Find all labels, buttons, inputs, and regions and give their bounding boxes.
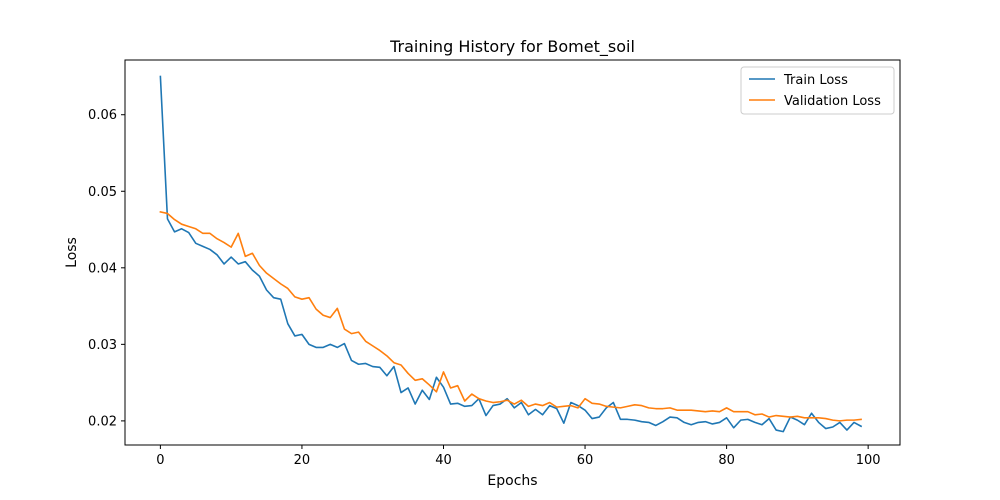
x-tick-label: 80 xyxy=(718,453,735,468)
legend-label-train-loss: Train Loss xyxy=(783,73,848,88)
y-axis-ticks: 0.02 0.03 0.04 0.05 0.06 xyxy=(88,108,125,429)
y-tick-label: 0.04 xyxy=(88,261,117,276)
x-tick-label: 40 xyxy=(435,453,452,468)
x-tick-label: 100 xyxy=(856,453,881,468)
y-tick-label: 0.03 xyxy=(88,338,117,353)
y-tick-label: 0.05 xyxy=(88,185,117,200)
chart-title: Training History for Bomet_soil xyxy=(389,37,635,57)
x-tick-label: 60 xyxy=(577,453,594,468)
x-tick-label: 20 xyxy=(294,453,311,468)
x-tick-label: 0 xyxy=(156,453,164,468)
y-tick-label: 0.02 xyxy=(88,414,117,429)
series-line-validation-loss xyxy=(159,210,862,422)
plot-area xyxy=(124,59,901,446)
legend-box xyxy=(740,66,895,115)
y-tick-label: 0.06 xyxy=(88,108,117,123)
x-axis-label: Epochs xyxy=(487,473,537,489)
legend: Train Loss Validation Loss xyxy=(740,66,895,115)
series-line-train-loss xyxy=(159,75,863,433)
x-axis-ticks: 0 20 40 60 80 100 xyxy=(156,445,881,468)
series-layer xyxy=(159,75,863,433)
y-axis-label: Loss xyxy=(64,237,80,268)
legend-label-validation-loss: Validation Loss xyxy=(784,94,881,109)
axes-frame xyxy=(124,59,901,446)
